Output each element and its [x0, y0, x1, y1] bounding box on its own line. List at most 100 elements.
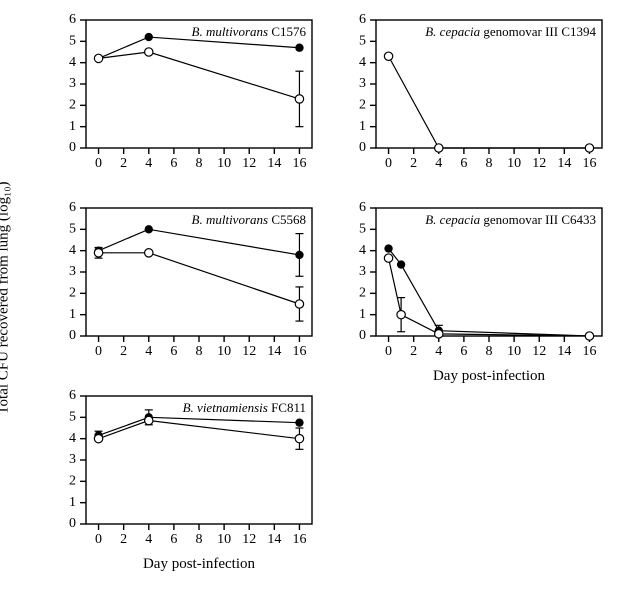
xtick-label: 2 [120, 344, 127, 359]
series-line [99, 253, 300, 304]
xtick-label: 10 [507, 156, 521, 171]
xtick-label: 12 [242, 344, 256, 359]
xtick-label: 0 [95, 344, 102, 359]
panel-title: B. multivorans C5568 [192, 212, 306, 228]
ytick-label: 2 [69, 474, 76, 489]
open-marker-icon [384, 52, 392, 60]
ytick-label: 6 [359, 200, 366, 215]
open-marker-icon [145, 48, 153, 56]
y-axis-label: Total CFU recovered from lung (log₁₀) [0, 181, 13, 414]
filled-marker-icon [384, 244, 392, 252]
open-marker-icon [435, 330, 443, 338]
xtick-label: 8 [196, 532, 203, 547]
open-marker-icon [585, 332, 593, 340]
filled-marker-icon [145, 225, 153, 233]
panel-p3: 01234560246810121416B. multivorans C5568 [50, 200, 322, 360]
open-marker-icon [145, 416, 153, 424]
xtick-label: 6 [170, 156, 177, 171]
ytick-label: 2 [69, 286, 76, 301]
xtick-label: 6 [170, 532, 177, 547]
xtick-label: 0 [385, 156, 392, 171]
xtick-label: 4 [145, 156, 152, 171]
series-line [99, 52, 300, 99]
ytick-label: 5 [69, 34, 76, 49]
ytick-label: 0 [69, 328, 76, 343]
xtick-label: 12 [532, 344, 546, 359]
ytick-label: 4 [69, 431, 76, 446]
xtick-label: 12 [242, 156, 256, 171]
open-marker-icon [94, 434, 102, 442]
ytick-label: 5 [69, 222, 76, 237]
ytick-label: 6 [69, 12, 76, 27]
xtick-label: 14 [267, 532, 281, 547]
xtick-label: 0 [95, 532, 102, 547]
xtick-label: 2 [120, 156, 127, 171]
series-line [389, 258, 590, 336]
xtick-label: 0 [95, 156, 102, 171]
ytick-label: 0 [69, 140, 76, 155]
open-marker-icon [295, 434, 303, 442]
panel-title: B. cepacia genomovar III C6433 [425, 212, 596, 228]
xtick-label: 10 [217, 532, 231, 547]
xtick-label: 12 [242, 532, 256, 547]
open-marker-icon [295, 95, 303, 103]
xtick-label: 4 [145, 344, 152, 359]
xtick-label: 14 [267, 344, 281, 359]
ytick-label: 1 [69, 495, 76, 510]
ytick-label: 1 [359, 307, 366, 322]
xtick-label: 14 [557, 344, 571, 359]
xtick-label: 14 [267, 156, 281, 171]
ytick-label: 1 [69, 307, 76, 322]
ytick-label: 0 [69, 516, 76, 531]
xtick-label: 16 [292, 532, 306, 547]
ytick-label: 3 [359, 264, 366, 279]
series-line [389, 249, 590, 336]
xtick-label: 10 [507, 344, 521, 359]
ytick-label: 4 [359, 243, 366, 258]
panel-title: B. vietnamiensis FC811 [183, 400, 306, 416]
panel-p2: 01234560246810121416B. cepacia genomovar… [340, 12, 612, 172]
filled-marker-icon [145, 33, 153, 41]
ytick-label: 3 [69, 264, 76, 279]
xtick-label: 2 [410, 344, 417, 359]
ytick-label: 4 [359, 55, 366, 70]
xtick-label: 8 [486, 156, 493, 171]
xtick-label: 10 [217, 156, 231, 171]
xtick-label: 16 [292, 344, 306, 359]
panel-title: B. cepacia genomovar III C1394 [425, 24, 596, 40]
xtick-label: 14 [557, 156, 571, 171]
ytick-label: 0 [359, 140, 366, 155]
series-line [389, 56, 590, 148]
ytick-label: 3 [69, 76, 76, 91]
ytick-label: 1 [69, 119, 76, 134]
ytick-label: 2 [359, 98, 366, 113]
xtick-label: 4 [145, 532, 152, 547]
series-line [99, 229, 300, 255]
xtick-label: 0 [385, 344, 392, 359]
x-axis-label: Day post-infection [86, 556, 312, 573]
ytick-label: 5 [359, 222, 366, 237]
ytick-label: 5 [359, 34, 366, 49]
xtick-label: 8 [486, 344, 493, 359]
xtick-label: 2 [410, 156, 417, 171]
xtick-label: 4 [435, 344, 442, 359]
panel-p1: 01234560246810121416B. multivorans C1576 [50, 12, 322, 172]
xtick-label: 6 [460, 156, 467, 171]
x-axis-label: Day post-infection [376, 368, 602, 385]
ytick-label: 3 [359, 76, 366, 91]
filled-marker-icon [295, 251, 303, 259]
filled-marker-icon [397, 260, 405, 268]
open-marker-icon [435, 144, 443, 152]
xtick-label: 16 [292, 156, 306, 171]
open-marker-icon [295, 300, 303, 308]
ytick-label: 6 [359, 12, 366, 27]
xtick-label: 16 [582, 156, 596, 171]
ytick-label: 5 [69, 410, 76, 425]
series-line [99, 421, 300, 439]
open-marker-icon [94, 249, 102, 257]
ytick-label: 0 [359, 328, 366, 343]
panel-title: B. multivorans C1576 [192, 24, 306, 40]
open-marker-icon [94, 54, 102, 62]
filled-marker-icon [295, 44, 303, 52]
ytick-label: 4 [69, 55, 76, 70]
